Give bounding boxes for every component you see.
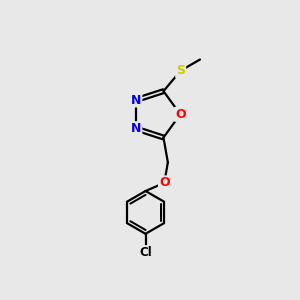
Text: O: O [175, 108, 186, 121]
Text: O: O [159, 176, 169, 189]
Text: N: N [131, 122, 141, 135]
Text: Cl: Cl [139, 246, 152, 259]
Text: S: S [176, 64, 185, 77]
Text: N: N [131, 94, 141, 106]
